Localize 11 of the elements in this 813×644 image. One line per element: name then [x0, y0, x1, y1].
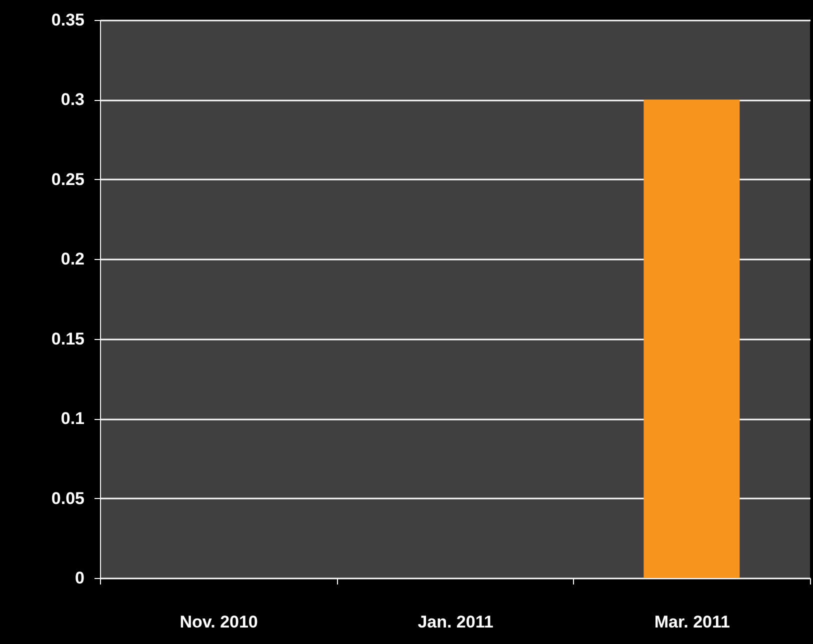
y-tick-label: 0.2	[60, 250, 84, 269]
x-tick-label: Mar. 2011	[654, 612, 730, 632]
x-tick-label: Jan. 2011	[418, 612, 494, 632]
y-tick-label: 0.15	[51, 329, 84, 348]
y-tick-label: 0.1	[60, 409, 84, 428]
x-tick-label: Nov. 2010	[180, 612, 258, 632]
y-tick-label: 0.35	[51, 10, 84, 30]
y-tick-label: 0	[75, 568, 84, 588]
y-tick-label: 0.3	[60, 90, 84, 110]
y-tick-label: 0.05	[51, 488, 84, 508]
y-tick-label: 0.25	[51, 170, 84, 189]
